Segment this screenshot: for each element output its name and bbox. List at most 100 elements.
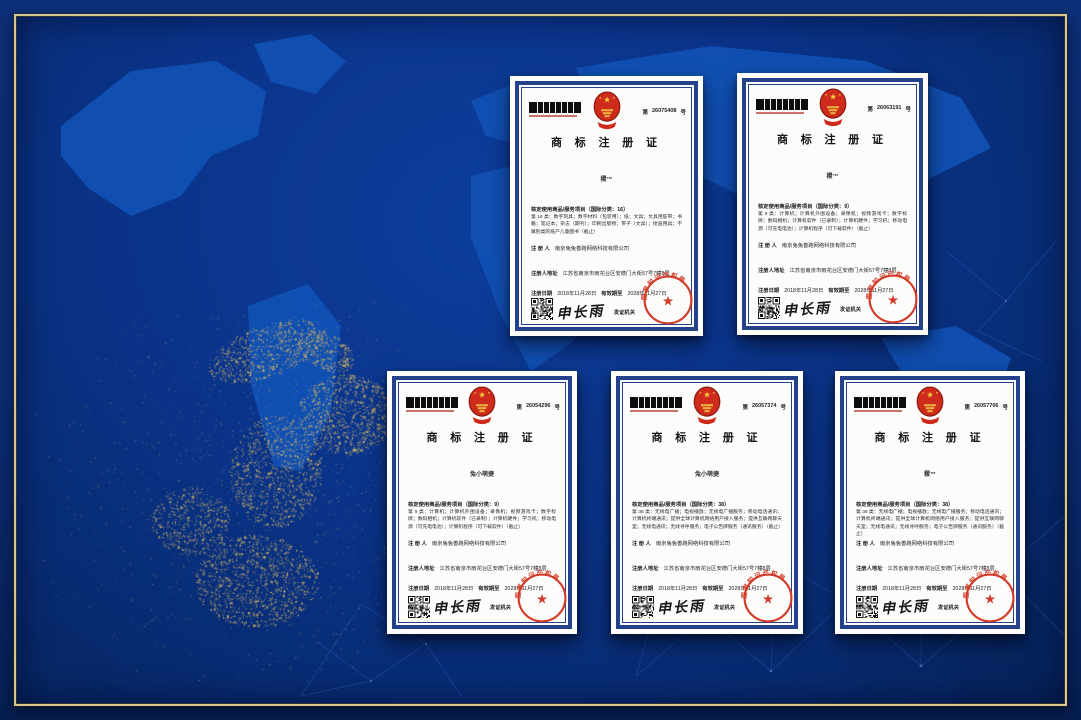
trademark-specimen: 稷™ <box>923 472 936 478</box>
address-value: 江苏省南京市雨花台区安德门大街57号7幢8层 <box>663 566 771 572</box>
trademark-specimen: 兔小萌捷 <box>469 472 494 478</box>
national-emblem-icon: ★ ★ ★ <box>819 88 846 127</box>
number-prefix: 第 <box>516 405 522 411</box>
goods-list: 第 9 类：计算机；计算机外围设备；录像机；视频游戏卡；数字标牌；数码相机；计算… <box>408 510 556 530</box>
national-emblem-icon: ★ ★ ★ <box>916 386 944 425</box>
issuer-label: 发证机关 <box>713 605 736 611</box>
registrant-label: 注 册 人 <box>758 243 777 249</box>
registrant-label: 注 册 人 <box>408 541 427 547</box>
registrant-label: 注 册 人 <box>632 541 651 547</box>
certificate-title: 商 标 注 册 证 <box>426 432 538 444</box>
number-value: 26054296 <box>526 403 551 409</box>
certificate-border: ★ ★ ★ 第 26057374 号 商 标 注 册 证 兔小萌捷 核定使用商品… <box>616 376 798 629</box>
number-suffix: 号 <box>905 107 911 113</box>
address-value: 江苏省南京市雨花台区安德门大街57号7幢8层 <box>562 271 670 277</box>
registrant-label: 注 册 人 <box>856 541 875 547</box>
issuer-label: 发证机关 <box>839 307 862 313</box>
svg-text:★: ★ <box>762 591 774 606</box>
valid-until-value: 2028年11月27日 <box>504 586 544 592</box>
registrant-value: 南京兔兔善跑网络科技有限公司 <box>554 246 630 252</box>
agency-barcode-logo <box>854 397 906 412</box>
svg-text:★: ★ <box>935 391 938 395</box>
trademark-specimen: 稷™ <box>826 174 839 180</box>
reg-date-value: 2018年11月28日 <box>784 288 824 294</box>
reg-date-value: 2018年11月28日 <box>557 291 597 297</box>
qr-code <box>531 298 553 320</box>
address-value: 江苏省南京市雨花台区安德门大街57号7幢8层 <box>789 268 897 274</box>
address-label: 注册人地址 <box>758 268 785 274</box>
svg-text:★: ★ <box>474 391 477 395</box>
svg-text:★: ★ <box>984 591 996 606</box>
qr-code <box>408 596 430 618</box>
svg-text:★: ★ <box>699 391 702 395</box>
national-emblem-icon: ★ ★ ★ <box>468 386 496 425</box>
trademark-certificate-4: ★ ★ ★ 第 26057374 号 商 标 注 册 证 兔小萌捷 核定使用商品… <box>611 371 803 634</box>
goods-list: 第 38 类：无线电广播；电视播放；无线电广播服务；移动电话通讯；计算机终端通讯… <box>632 510 784 530</box>
valid-until-value: 2028年11月27日 <box>627 291 667 297</box>
official-seal: 国家知识产权局 ★ <box>739 568 793 623</box>
trademark-specimen: 兔小萌捷 <box>694 472 719 478</box>
valid-until-label: 有效期至 <box>702 586 724 592</box>
number-value: 26057706 <box>974 403 999 409</box>
number-value: 26063191 <box>877 105 902 111</box>
svg-text:★: ★ <box>887 292 899 307</box>
reg-date-label: 注册日期 <box>632 586 654 592</box>
certificate-number: 第 26057706 号 <box>964 403 1008 411</box>
class-line: 核定使用商品/服务项目（国际分类：9） <box>758 204 853 210</box>
registrant-value: 南京兔兔善跑网络科技有限公司 <box>879 541 955 547</box>
svg-text:★: ★ <box>603 94 611 104</box>
reg-date-label: 注册日期 <box>758 288 780 294</box>
address-label: 注册人地址 <box>408 566 435 572</box>
agency-barcode-logo <box>756 99 808 114</box>
svg-text:★: ★ <box>922 391 925 395</box>
number-prefix: 第 <box>642 110 648 116</box>
certificate-border: ★ ★ ★ 第 26054296 号 商 标 注 册 证 兔小萌捷 核定使用商品… <box>392 376 572 629</box>
certificate-title: 商 标 注 册 证 <box>651 432 763 444</box>
official-seal: 国家知识产权局 ★ <box>513 568 567 623</box>
goods-list: 第 38 类：无线电广播；电视播放；无线电广播服务；移动电话通讯；计算机终端通讯… <box>856 510 1004 538</box>
class-line: 核定使用商品/服务项目（国际分类：38） <box>632 502 730 508</box>
svg-text:★: ★ <box>824 93 827 97</box>
class-line: 核定使用商品/服务项目（国际分类：16） <box>531 207 629 213</box>
registrant-value: 南京兔兔善跑网络科技有限公司 <box>655 541 731 547</box>
svg-text:★: ★ <box>703 389 711 399</box>
certificate-border: ★ ★ ★ 第 26075408 号 商 标 注 册 证 稷™ 核定使用商品/服… <box>515 81 698 331</box>
address-value: 江苏省南京市雨花台区安德门大街57号7幢8层 <box>887 566 995 572</box>
class-line: 核定使用商品/服务项目（国际分类：38） <box>856 502 954 508</box>
director-signature: 申长雨 <box>880 598 930 618</box>
reg-date-label: 注册日期 <box>531 291 553 297</box>
reg-date-value: 2018年11月28日 <box>434 586 474 592</box>
number-suffix: 号 <box>1002 405 1008 411</box>
valid-until-value: 2028年11月27日 <box>854 288 894 294</box>
goods-list: 第 16 类：数字刻具；数字材料（包装用）；纸；文具；文具用胶带；书籍；笔记本；… <box>531 215 682 235</box>
number-value: 26075408 <box>652 108 677 114</box>
svg-text:★: ★ <box>829 91 837 101</box>
trademark-certificate-2: ★ ★ ★ 第 26063191 号 商 标 注 册 证 稷™ 核定使用商品/服… <box>737 73 928 335</box>
certificate-title: 商 标 注 册 证 <box>874 432 986 444</box>
goods-list: 第 9 类：计算机；计算机外围设备；录像机；视频游戏卡；数字标牌；数码相机；计算… <box>758 212 907 232</box>
issuer-label: 发证机关 <box>937 605 960 611</box>
address-label: 注册人地址 <box>856 566 883 572</box>
svg-text:★: ★ <box>838 93 841 97</box>
director-signature: 申长雨 <box>555 303 605 323</box>
svg-text:★: ★ <box>662 293 674 308</box>
svg-text:★: ★ <box>478 389 486 399</box>
valid-until-value: 2028年11月27日 <box>728 586 768 592</box>
reg-date-value: 2018年11月28日 <box>658 586 698 592</box>
national-emblem-icon: ★ ★ ★ <box>593 91 620 130</box>
certificate-title: 商 标 注 册 证 <box>777 134 888 146</box>
agency-barcode-logo <box>406 397 458 412</box>
svg-text:★: ★ <box>712 391 715 395</box>
official-seal: 国家知识产权局 ★ <box>639 270 693 325</box>
trademark-certificate-3: ★ ★ ★ 第 26054296 号 商 标 注 册 证 兔小萌捷 核定使用商品… <box>387 371 577 634</box>
registrant-value: 南京兔兔善跑网络科技有限公司 <box>431 541 507 547</box>
certificate-title: 商 标 注 册 证 <box>551 137 662 149</box>
number-prefix: 第 <box>964 405 970 411</box>
director-signature: 申长雨 <box>782 300 832 320</box>
svg-text:★: ★ <box>598 96 601 100</box>
valid-until-label: 有效期至 <box>926 586 948 592</box>
agency-barcode-logo <box>529 102 581 117</box>
valid-until-label: 有效期至 <box>478 586 500 592</box>
trademark-certificate-1: ★ ★ ★ 第 26075408 号 商 标 注 册 证 稷™ 核定使用商品/服… <box>510 76 703 336</box>
reg-date-label: 注册日期 <box>408 586 430 592</box>
